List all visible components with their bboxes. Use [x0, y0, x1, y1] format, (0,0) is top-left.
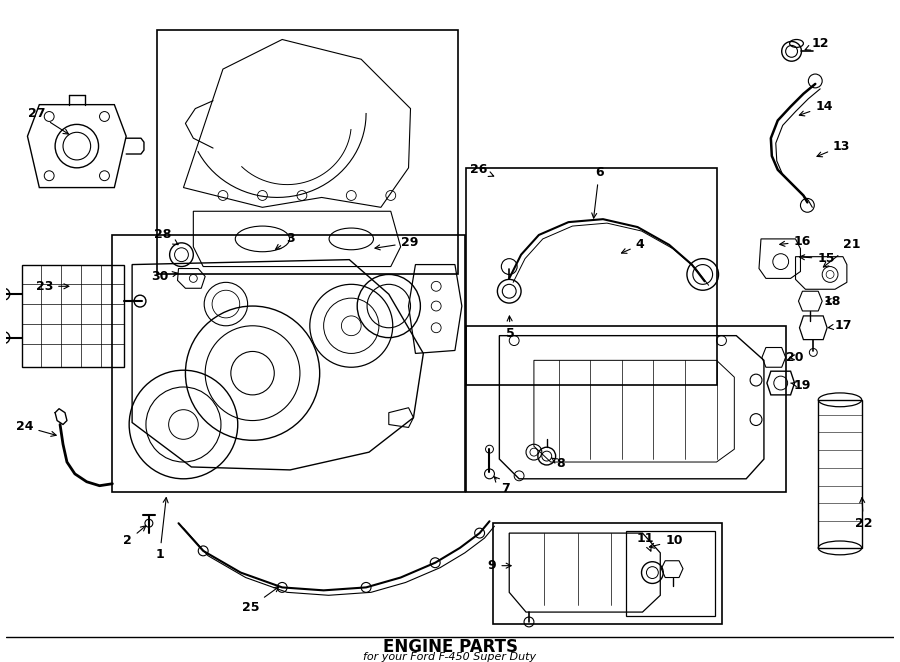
Text: 19: 19	[791, 379, 811, 391]
Text: 21: 21	[824, 238, 860, 267]
Text: 25: 25	[242, 587, 279, 614]
Text: 30: 30	[151, 270, 177, 283]
Text: 7: 7	[494, 477, 509, 495]
Text: 10: 10	[650, 534, 683, 548]
Text: 26: 26	[470, 164, 494, 177]
Text: 14: 14	[799, 100, 833, 116]
Text: 15: 15	[799, 252, 834, 265]
Text: 28: 28	[154, 228, 178, 245]
Text: 29: 29	[375, 236, 418, 250]
Text: 23: 23	[36, 280, 69, 293]
Text: 9: 9	[488, 559, 511, 572]
Text: 1: 1	[156, 498, 168, 561]
Text: 8: 8	[552, 457, 565, 471]
Bar	[112, 235, 464, 492]
Bar	[466, 168, 716, 385]
Text: 13: 13	[817, 140, 850, 157]
Text: for your Ford F-450 Super Duty: for your Ford F-450 Super Duty	[364, 651, 536, 661]
Text: 2: 2	[123, 526, 146, 547]
Text: 17: 17	[828, 319, 852, 332]
Text: 11: 11	[636, 532, 654, 551]
Bar	[466, 326, 786, 492]
Bar	[493, 523, 723, 624]
Text: 24: 24	[16, 420, 56, 436]
Text: 4: 4	[622, 238, 644, 254]
Text: ENGINE PARTS: ENGINE PARTS	[382, 638, 518, 655]
Text: 5: 5	[506, 316, 515, 340]
Text: 20: 20	[786, 351, 803, 364]
Text: 12: 12	[806, 37, 829, 50]
Text: 6: 6	[591, 166, 603, 218]
Bar	[22, 265, 124, 367]
Text: 18: 18	[824, 295, 841, 308]
Text: 22: 22	[855, 498, 872, 530]
Text: 27: 27	[28, 107, 68, 134]
Text: 16: 16	[779, 236, 811, 248]
Text: 3: 3	[275, 232, 294, 250]
Bar	[626, 531, 715, 616]
Bar	[157, 30, 458, 275]
Bar	[818, 400, 861, 548]
